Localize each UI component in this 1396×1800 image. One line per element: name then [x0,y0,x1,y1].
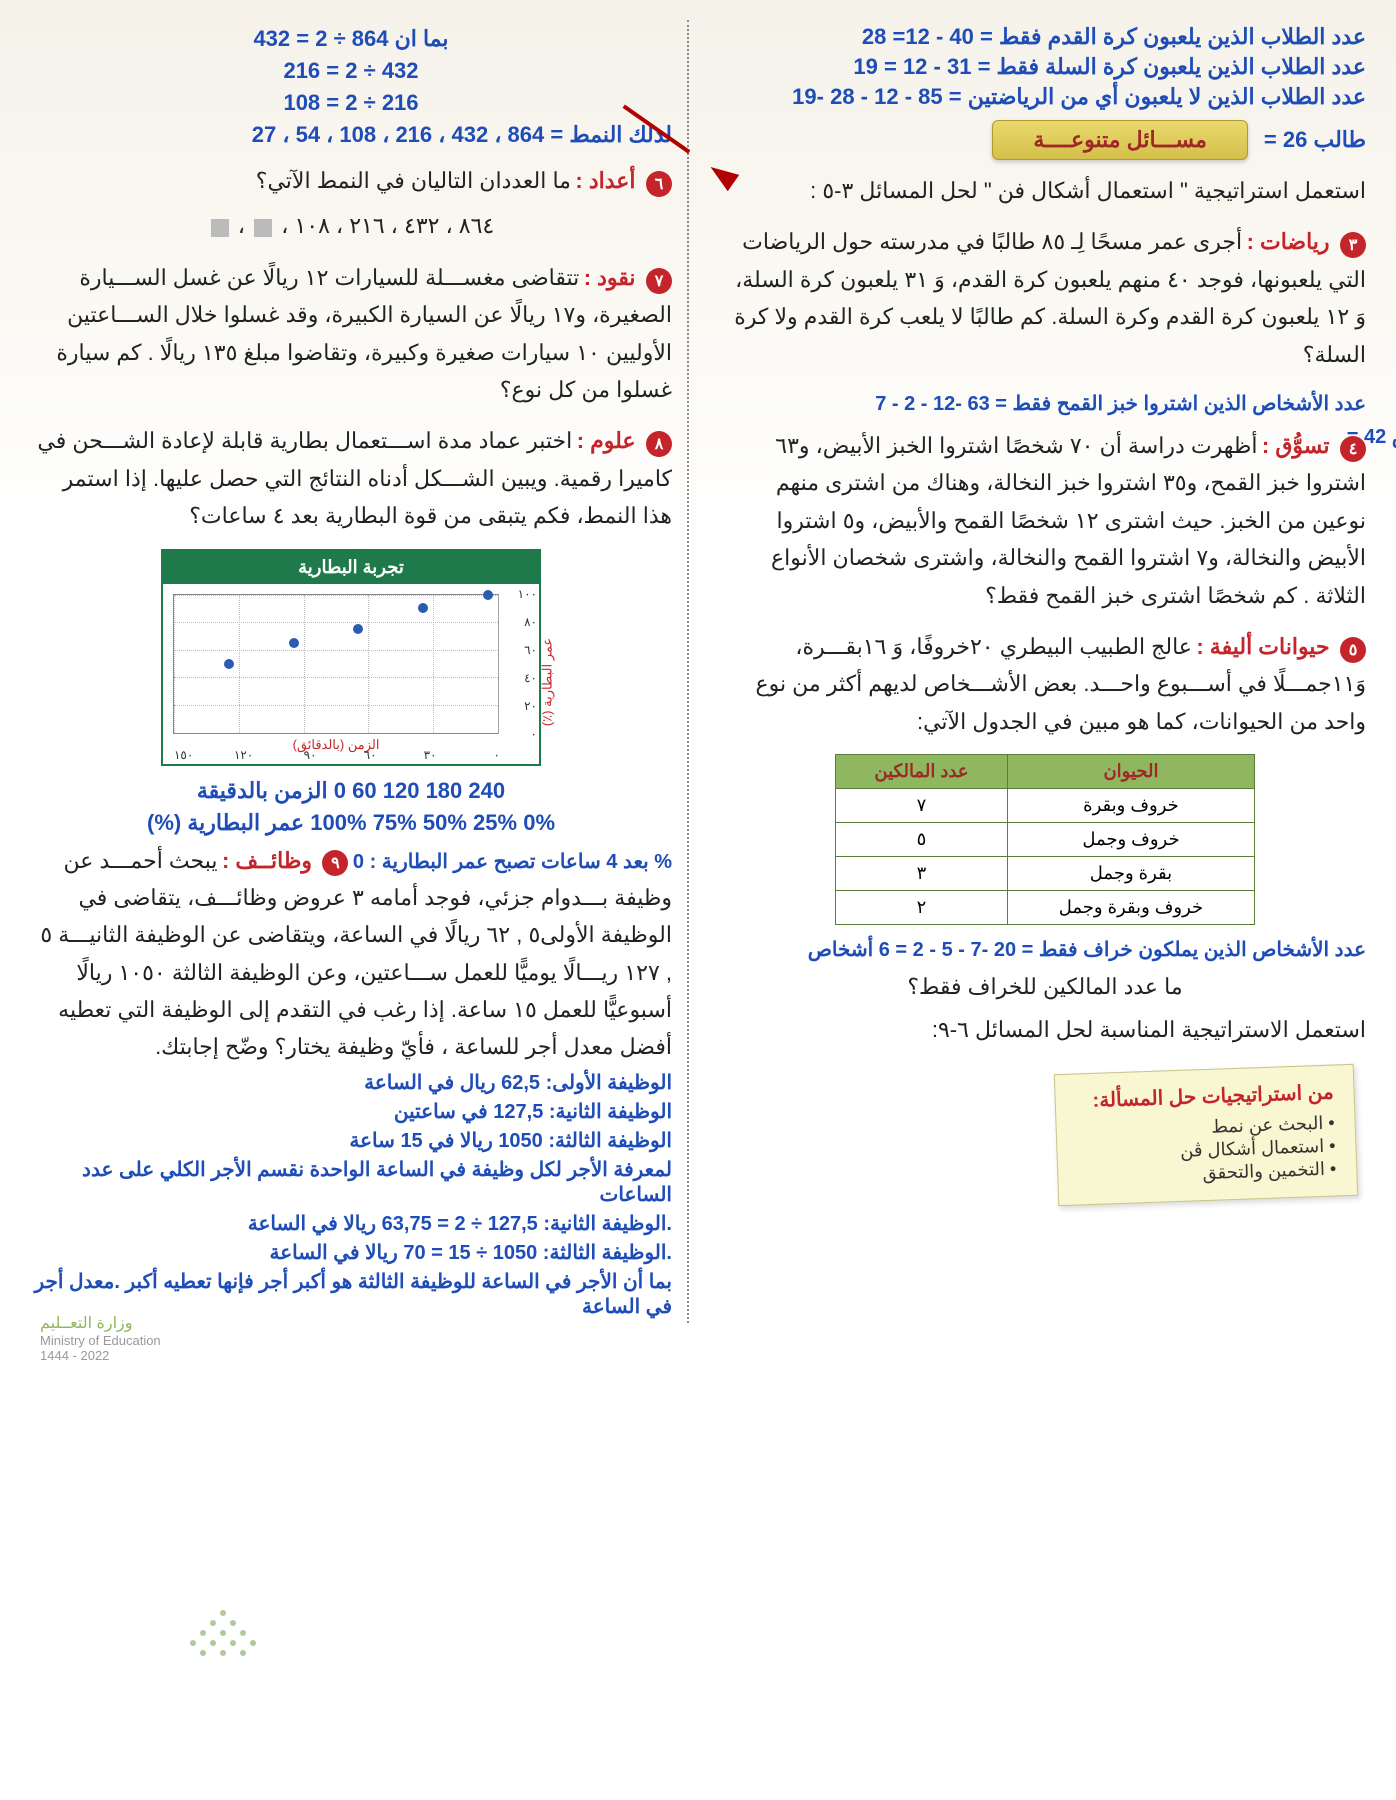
q4-badge: ٤ [1340,436,1366,462]
chart-x-tick: ٠ [493,748,499,762]
job-answer-6: .الوظيفة الثالثة: 1050 ÷ 15 = 70 ريالا ف… [30,1240,672,1265]
chart-point [224,659,234,669]
job-answer-1: الوظيفة الأولى: 62,5 ريال في الساعة [30,1070,672,1095]
chart-grid: الزمن (بالدقائق) [173,594,499,734]
chart-y-tick: ١٠٠ [518,587,537,601]
chart-y-tick: ٦٠ [524,643,537,657]
q6-text: ما العددان التاليان في النمط الآتي؟ [256,168,571,193]
battery-chart: تجربة البطارية عمر البطارية (٪) [161,549,541,766]
venn-instruction: استعمل استراتيجية " استعمال أشكال فن " ل… [724,172,1366,209]
question-7: ٧ نقود : تتقاضى مغســـلة للسيارات ١٢ ريا… [30,259,672,409]
sheep-question: ما عدد المالكين للخراف فقط؟ [724,968,1366,1005]
chart-x-tick: ٦٠ [364,748,377,762]
answer-neither: عدد الطلاب الذين لا يلعبون أي من الرياضت… [724,84,1366,110]
chart-x-tick: ١٢٠ [234,748,253,762]
ministry-logo-dots [180,1610,270,1680]
blank-box [211,219,229,237]
answer-football-only: عدد الطلاب الذين يلعبون كرة القدم فقط = … [724,24,1366,50]
chart-point [418,603,428,613]
animals-header-animal: الحيوان [1007,755,1254,789]
chart-y-tick: ٤٠ [524,671,537,685]
job-answer-7: بما أن الأجر في الساعة للوظيفة الثالثة ه… [30,1269,672,1319]
table-row: بقرة وجمل٣ [836,857,1255,891]
answer-basketball-only: عدد الطلاب الذين يلعبون كرة السلة فقط = … [724,54,1366,80]
pattern-line4: لذلك النمط = 864 ، 432 ، 216 ، 108 ، 54 … [30,122,672,148]
chart-x-tick: ٣٠ [424,748,437,762]
chart-point [289,638,299,648]
job-answer-3: الوظيفة الثالثة: 1050 ريالا في 15 ساعة [30,1128,672,1153]
pattern-line2: 432 ÷ 2 = 216 [30,58,672,84]
table-row: خروف وبقرة وجمل٢ [836,891,1255,925]
ministry-en: Ministry of Education [40,1333,161,1348]
section-misc-badge: مســـائل متنوعــــة [992,120,1247,160]
q9-badge: ٩ [322,850,348,876]
q3-title: رياضات : [1247,229,1330,254]
q7-text: تتقاضى مغســـلة للسيارات ١٢ ريالًا عن غس… [56,265,672,402]
chart-x-tick: ٩٠ [304,748,317,762]
chart-point [353,624,363,634]
q3-badge: ٣ [1340,232,1366,258]
right-column: عدد الطلاب الذين يلعبون كرة القدم فقط = … [709,20,1366,1323]
chart-x-tick: ١٥٠ [174,748,193,762]
question-5: ٥ حيوانات أليفة : عالج الطبيب البيطري ٢٠… [724,628,1366,740]
job-answer-2: الوظيفة الثانية: 127,5 في ساعتين [30,1099,672,1124]
wheat-answer: عدد الأشخاص الذين اشتروا خبز القمح فقط =… [875,391,1366,416]
left-column: بما ان 864 ÷ 2 = 432 432 ÷ 2 = 216 216 ÷… [30,20,689,1323]
pattern-line3: 216 ÷ 2 = 108 [30,90,672,116]
pattern-line1: بما ان 864 ÷ 2 = 432 [30,26,672,52]
sheep-answer: عدد الأشخاص الذين يملكون خراف فقط = 20 -… [724,937,1366,962]
q8-title: علوم : [577,428,636,453]
ministry-ar: وزارة التعــليم [40,1313,161,1333]
q9-text: يبحث أحمـــد عن وظيفة بـــدوام جزئي، فوج… [40,848,672,1060]
q8-badge: ٨ [646,431,672,457]
q6-sequence: ٨٦٤ ، ٤٣٢ ، ٢١٦ ، ١٠٨ ، [281,213,494,238]
chart-y-axis-title: عمر البطارية (٪) [539,637,555,725]
blank-box [254,219,272,237]
q4-text: أظهرت دراسة أن ٧٠ شخصًا اشتروا الخبز الأ… [771,433,1366,608]
job-answer-5: .الوظيفة الثانية: 127,5 ÷ 2 = 63,75 ريال… [30,1211,672,1236]
q4-title: تسوُّق : [1262,433,1330,458]
question-3: ٣ رياضات : أجرى عمر مسحًا لِـ ٨٥ طالبًا … [724,223,1366,373]
chart-y-tick: ٨٠ [524,615,537,629]
chart-y-tick: ٢٠ [524,699,537,713]
table-row: خروف وبقرة٧ [836,789,1255,823]
q7-badge: ٧ [646,268,672,294]
q7-title: نقود : [584,265,636,290]
chart-area: عمر البطارية (٪) [163,584,539,764]
chart-answer-2: 0% 25% 50% 75% 100% عمر البطارية (%) [30,810,672,836]
question-9: ٩ وظائــف : يبحث أحمـــد عن وظيفة بـــدو… [40,855,672,1059]
animals-table: الحيوان عدد المالكين خروف وبقرة٧ خروف وج… [835,754,1255,925]
q6-badge: ٦ [646,171,672,197]
ministry-footer: وزارة التعــليم Ministry of Education 20… [40,1313,161,1363]
answer-result-26: طالب 26 = [1264,127,1366,153]
chart-point [483,590,493,600]
table-row: خروف وجمل٥ [836,823,1255,857]
strategy-instruction: استعمل الاستراتيجية المناسبة لحل المسائل… [724,1011,1366,1048]
sticky-note: من استراتيجيات حل المسألة: • البحث عن نم… [1054,1064,1358,1206]
ministry-year: 2022 - 1444 [40,1348,161,1363]
q6-title: أعداد : [575,168,635,193]
question-8: ٨ علوم : اختبر عماد مدة اســـتعمال بطاري… [30,422,672,534]
q5-badge: ٥ [1340,637,1366,663]
animals-header-count: عدد المالكين [836,755,1008,789]
sticky-title: من استراتيجيات حل المسألة: [1075,1079,1334,1113]
job-answer-4: لمعرفة الأجر لكل وظيفة في الساعة الواحدة… [30,1157,672,1207]
q9-title: وظائــف : [222,848,312,873]
chart-title: تجربة البطارية [163,551,539,584]
chart-answer-1: 240 180 120 60 0 الزمن بالدقيقة [30,778,672,804]
chart-y-tick: ٠ [531,727,537,741]
q5-title: حيوانات أليفة : [1196,634,1329,659]
question-4: ٤ تسوُّق : أظهرت دراسة أن ٧٠ شخصًا اشترو… [724,427,1366,614]
chart-answer-3: % بعد 4 ساعات تصبح عمر البطارية : 0 [353,851,672,873]
question-6: ٦ أعداد : ما العددان التاليان في النمط ا… [30,162,672,245]
